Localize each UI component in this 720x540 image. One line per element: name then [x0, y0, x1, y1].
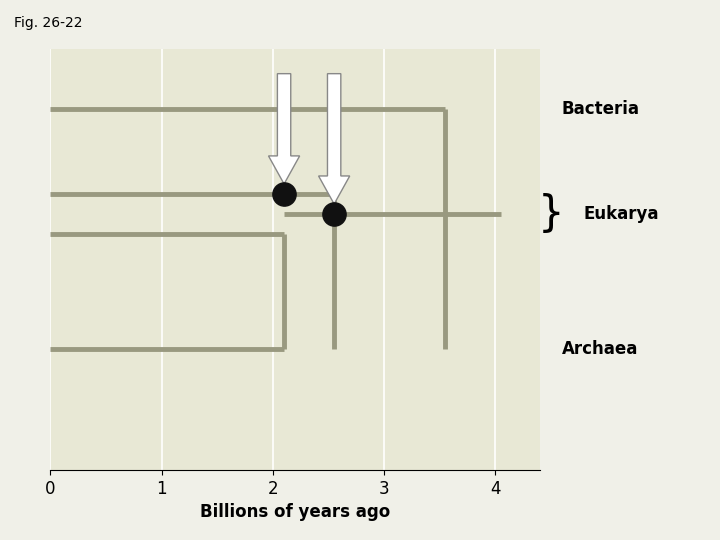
Point	[279, 190, 290, 198]
Polygon shape	[269, 73, 300, 184]
Text: Fig. 26-22: Fig. 26-22	[14, 16, 83, 30]
Text: Archaea: Archaea	[562, 340, 638, 359]
Text: }: }	[538, 193, 564, 235]
Point	[328, 210, 340, 218]
Text: Bacteria: Bacteria	[562, 100, 639, 118]
Text: Eukarya: Eukarya	[583, 205, 659, 223]
X-axis label: Billions of years ago: Billions of years ago	[200, 503, 390, 521]
Polygon shape	[318, 73, 350, 204]
